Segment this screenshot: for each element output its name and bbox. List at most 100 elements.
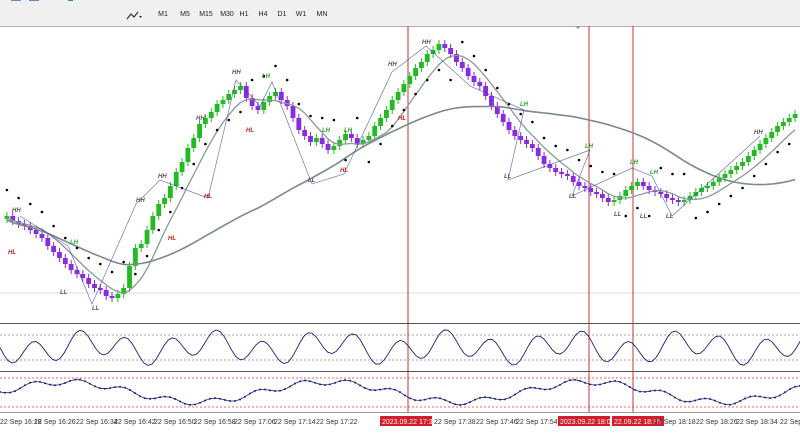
candle-body xyxy=(407,76,413,84)
sar-dot xyxy=(215,128,219,132)
candle-body xyxy=(728,170,734,174)
candle-body xyxy=(518,136,524,140)
time-axis-label: 22 Sep 16:26 xyxy=(34,419,76,426)
sar-dot xyxy=(332,118,336,122)
candle-body xyxy=(366,136,372,140)
timeframe-m30-button[interactable]: M30 xyxy=(220,11,234,18)
candle-body xyxy=(792,114,798,118)
time-axis-label: 22 Sep 17:22 xyxy=(316,419,358,426)
candle-body xyxy=(699,188,705,192)
sar-dot xyxy=(414,92,417,96)
time-axis-label: 22 Sep 17:46 xyxy=(476,419,518,426)
sar-dot xyxy=(75,246,79,250)
candle-body xyxy=(39,234,45,238)
time-axis-label: 22 Sep 18:18 xyxy=(654,419,696,426)
pattern-label-hl: HL xyxy=(168,236,176,242)
pattern-label-hh: HH xyxy=(196,116,205,122)
panel-separator xyxy=(0,323,800,324)
candle-body xyxy=(611,200,617,202)
candle-body xyxy=(494,106,500,114)
candle-body xyxy=(127,266,132,288)
pattern-label-hl: HL xyxy=(246,128,254,134)
time-badge-bg xyxy=(558,416,610,426)
candle-body xyxy=(395,92,401,100)
slow-moving-average-line xyxy=(6,105,796,266)
candle-body xyxy=(605,198,611,202)
candle-body xyxy=(436,44,442,50)
sar-dot xyxy=(344,158,347,162)
panel-separator xyxy=(0,371,800,372)
pattern-label-ll: LL xyxy=(92,306,100,312)
sar-dot xyxy=(110,270,114,274)
sar-dot xyxy=(461,40,464,44)
candle-body xyxy=(296,118,302,130)
period-icon[interactable] xyxy=(126,9,142,21)
sar-dot xyxy=(519,112,522,116)
pattern-label-hl: HL xyxy=(340,168,348,174)
time-badge-bg xyxy=(380,416,432,426)
candle-body xyxy=(208,112,214,118)
pattern-label-ll: LL xyxy=(640,214,648,220)
sar-dot xyxy=(706,210,709,214)
sar-dot xyxy=(134,272,137,276)
properties-icon[interactable] xyxy=(94,0,108,6)
candle-body xyxy=(62,258,68,264)
candle-body xyxy=(483,86,489,96)
candle-body xyxy=(92,284,97,288)
candle-body xyxy=(348,134,354,138)
candle-body xyxy=(51,246,57,252)
timeframe-m1-button[interactable]: M1 xyxy=(158,11,168,18)
sar-dot xyxy=(169,210,172,214)
pattern-label-hh: HH xyxy=(754,130,763,136)
candle-body xyxy=(167,186,173,198)
timeframe-d1-button[interactable]: D1 xyxy=(277,11,287,18)
sar-dot xyxy=(402,108,406,112)
pattern-label-lh: LH xyxy=(520,102,529,108)
candle-body xyxy=(150,216,156,230)
candle-body xyxy=(220,100,226,104)
time-axis-label: 22 Sep 17:38 xyxy=(434,419,476,426)
zoom-in-icon[interactable] xyxy=(10,0,24,6)
timeframe-mn-button[interactable]: MN xyxy=(316,11,328,18)
candle-body xyxy=(360,140,366,144)
candle-body xyxy=(273,92,278,96)
oscillator-panel-1 xyxy=(0,323,800,366)
add-indicator-icon[interactable] xyxy=(132,0,146,6)
candle-body xyxy=(541,156,547,164)
new-order-icon[interactable] xyxy=(64,0,78,6)
candle-body xyxy=(710,182,716,186)
candle-body xyxy=(564,174,570,176)
sar-dot xyxy=(531,120,534,124)
sar-dot xyxy=(297,102,301,106)
pattern-label-ll: LL xyxy=(569,194,577,200)
timeframe-h4-button[interactable]: H4 xyxy=(258,11,268,18)
pattern-label-lh: LH xyxy=(650,170,659,176)
sar-dot xyxy=(145,254,149,258)
sar-dot xyxy=(752,174,756,178)
candle-body xyxy=(86,278,92,284)
timeframe-m15-button[interactable]: M15 xyxy=(199,11,213,18)
sar-dot xyxy=(612,172,616,176)
sar-dot xyxy=(239,110,242,114)
candle-body xyxy=(705,186,710,188)
candle-body xyxy=(284,100,290,106)
pattern-label-ll: LL xyxy=(60,290,68,296)
zoom-out-icon[interactable] xyxy=(28,0,42,6)
pattern-label-hl: HL xyxy=(398,116,406,122)
timeframe-m5-button[interactable]: M5 xyxy=(180,11,190,18)
sar-dot xyxy=(367,160,371,164)
candle-body xyxy=(465,68,471,76)
sar-dot xyxy=(52,224,55,228)
candle-body xyxy=(763,138,769,144)
time-axis-label: 22 Sep 16:50 xyxy=(154,419,196,426)
pattern-label-hh: HH xyxy=(422,40,431,46)
sar-dot xyxy=(40,210,44,214)
pattern-label-hl: HL xyxy=(8,250,16,256)
sar-dot xyxy=(787,142,791,146)
sar-dot xyxy=(437,68,441,72)
candle-body xyxy=(383,110,389,118)
candle-body xyxy=(559,172,564,174)
timeframe-h1-button[interactable]: H1 xyxy=(239,11,249,18)
timeframe-w1-button[interactable]: W1 xyxy=(295,11,307,18)
